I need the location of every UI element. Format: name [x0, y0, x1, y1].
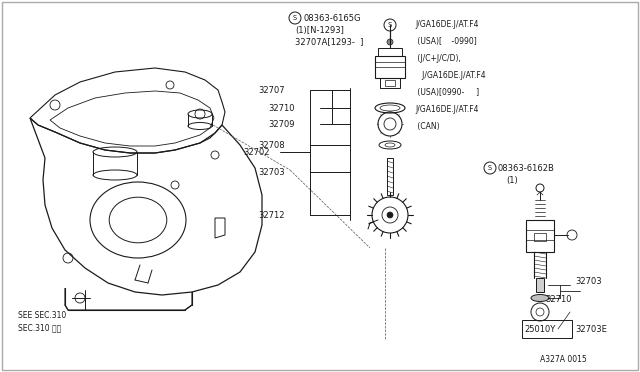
Text: (1): (1) — [506, 176, 518, 185]
Bar — [378, 48, 402, 56]
Text: SEE SEC.310: SEE SEC.310 — [18, 311, 67, 320]
Text: 32702: 32702 — [243, 148, 270, 157]
Text: 32709: 32709 — [269, 119, 295, 128]
Bar — [536, 278, 544, 292]
Text: A327A 0015: A327A 0015 — [540, 356, 587, 365]
Text: 32708: 32708 — [259, 141, 285, 150]
Bar — [522, 320, 572, 338]
Text: J/GA16DE.J/AT.F4: J/GA16DE.J/AT.F4 — [415, 71, 486, 80]
Text: 08363-6165G: 08363-6165G — [303, 13, 360, 22]
Circle shape — [387, 39, 393, 45]
Text: 32707A[1293-  ]: 32707A[1293- ] — [295, 38, 364, 46]
Text: S: S — [293, 15, 297, 21]
Text: (1)[N-1293]: (1)[N-1293] — [295, 26, 344, 35]
Bar — [526, 220, 554, 252]
Text: 32710: 32710 — [545, 295, 572, 305]
Bar — [534, 233, 546, 241]
Bar — [387, 158, 393, 195]
Ellipse shape — [531, 295, 549, 301]
Text: S: S — [388, 22, 392, 28]
Text: S: S — [488, 165, 492, 171]
Circle shape — [387, 212, 393, 218]
Text: 08363-6162B: 08363-6162B — [498, 164, 555, 173]
Text: SEC.310 参照: SEC.310 参照 — [18, 324, 61, 333]
Text: 32712: 32712 — [259, 211, 285, 219]
Bar — [385, 80, 395, 86]
Text: 32707: 32707 — [259, 86, 285, 94]
Text: 32703: 32703 — [575, 278, 602, 286]
Text: 25010Y: 25010Y — [524, 324, 556, 334]
Text: 32703: 32703 — [259, 167, 285, 176]
Text: (J/C+J/C/D),: (J/C+J/C/D), — [415, 54, 461, 63]
Bar — [375, 56, 405, 78]
Text: 32703E: 32703E — [575, 326, 607, 334]
Text: (CAN): (CAN) — [415, 122, 440, 131]
Text: J/GA16DE.J/AT.F4: J/GA16DE.J/AT.F4 — [415, 20, 479, 29]
Text: (USA)[0990-     ]: (USA)[0990- ] — [415, 88, 479, 97]
Text: (USA)[    -0990]: (USA)[ -0990] — [415, 37, 477, 46]
Bar — [380, 78, 400, 88]
Text: J/GA16DE.J/AT.F4: J/GA16DE.J/AT.F4 — [415, 105, 479, 114]
Text: 32710: 32710 — [269, 103, 295, 112]
